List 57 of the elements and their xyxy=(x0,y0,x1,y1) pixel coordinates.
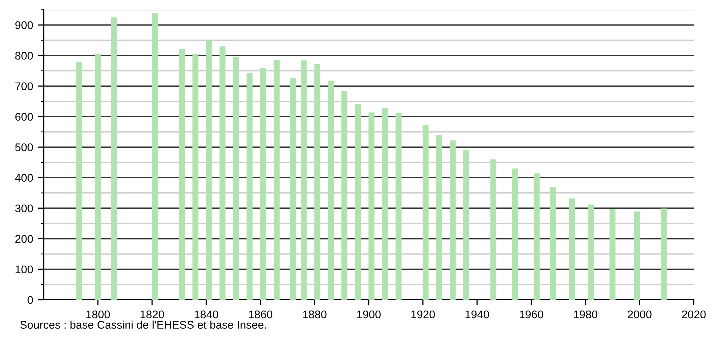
bar xyxy=(301,60,307,300)
x-tick-label: 1920 xyxy=(412,310,436,319)
x-tick-label: 1880 xyxy=(303,310,327,319)
y-tick-label: 600 xyxy=(16,113,34,121)
bar xyxy=(76,62,82,300)
bar xyxy=(179,49,186,300)
bar xyxy=(610,209,616,300)
bar xyxy=(233,57,240,300)
y-tick-label: 100 xyxy=(16,266,34,274)
bar xyxy=(450,140,456,300)
bar xyxy=(634,212,640,300)
bar xyxy=(464,150,470,300)
bar xyxy=(436,135,442,300)
bar xyxy=(396,113,402,300)
bar xyxy=(588,204,594,300)
bar xyxy=(569,198,576,300)
y-tick-label: 200 xyxy=(16,235,34,244)
y-tick-label: 900 xyxy=(16,22,34,30)
bar xyxy=(95,54,102,300)
x-tick-label: 1840 xyxy=(194,310,218,319)
bar xyxy=(328,81,334,300)
y-tick-label: 800 xyxy=(16,52,34,60)
bar xyxy=(246,73,253,300)
bar xyxy=(220,46,226,300)
bar xyxy=(661,208,668,300)
x-tick-label: 1800 xyxy=(86,310,110,319)
bar xyxy=(342,92,348,300)
y-tick-label: 0 xyxy=(28,296,34,304)
x-tick-label: 2000 xyxy=(628,310,652,319)
bar xyxy=(111,18,118,300)
bar xyxy=(355,104,362,300)
bar xyxy=(260,68,266,300)
bar xyxy=(314,64,321,300)
bar xyxy=(206,40,212,300)
x-tick-label: 1860 xyxy=(249,310,273,319)
bar xyxy=(290,78,296,300)
y-tick-label: 400 xyxy=(15,174,34,182)
y-tick-label: 300 xyxy=(15,204,34,213)
bar xyxy=(152,13,158,300)
bar xyxy=(512,168,518,300)
source-note: Sources : base Cassini de l'EHESS et base Insee. xyxy=(20,320,266,329)
bar xyxy=(550,187,556,300)
bar xyxy=(192,54,199,300)
bar xyxy=(422,125,429,300)
x-tick-label: 1940 xyxy=(466,310,490,319)
bar xyxy=(274,60,280,300)
bar xyxy=(368,112,375,300)
y-tick-label: 500 xyxy=(15,144,34,152)
bar xyxy=(490,160,497,300)
x-tick-label: 2020 xyxy=(682,310,706,319)
bar xyxy=(382,108,388,300)
x-tick-label: 1980 xyxy=(574,310,598,319)
x-tick-label: 1960 xyxy=(520,310,544,319)
y-tick-label: 700 xyxy=(16,82,34,90)
bar xyxy=(534,174,540,300)
x-tick-label: 1900 xyxy=(357,310,381,319)
x-tick-label: 1820 xyxy=(140,310,164,319)
